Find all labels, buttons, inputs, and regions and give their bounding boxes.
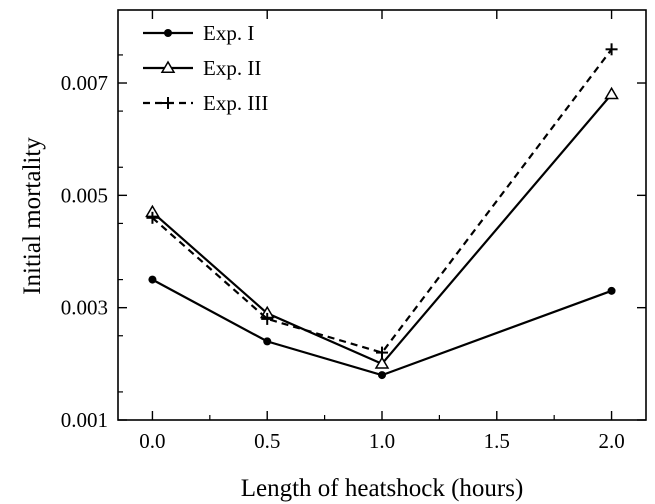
series-exp-i <box>148 275 616 380</box>
y-axis-title: Initial mortality <box>19 137 46 295</box>
data-point-plus <box>605 43 618 56</box>
data-point-plus <box>146 211 159 224</box>
data-point-triangle <box>374 356 390 369</box>
data-point-triangle <box>604 86 619 100</box>
data-point-circle <box>148 275 157 284</box>
series-line <box>151 48 613 354</box>
series-exp-iii <box>146 43 618 359</box>
axis-ticks <box>118 10 646 421</box>
data-point-plus <box>261 312 274 325</box>
x-tick-label: 1.0 <box>369 429 395 453</box>
series-exp-ii <box>145 86 619 369</box>
legend-label: Exp. III <box>203 91 268 115</box>
series-layer <box>145 43 619 380</box>
y-tick-labels: 0.001 0.003 0.005 0.007 <box>61 71 108 432</box>
data-point-circle <box>607 286 616 295</box>
data-point-circle <box>263 337 272 346</box>
data-point-circle <box>378 371 386 380</box>
data-point-triangle <box>160 60 176 73</box>
x-tick-labels: 0.0 0.5 1.0 1.5 2.0 <box>139 429 624 453</box>
y-tick-label: 0.001 <box>61 408 108 432</box>
y-tick-label: 0.007 <box>61 71 108 95</box>
x-tick-label: 0.0 <box>139 429 165 453</box>
x-tick-label: 1.5 <box>484 429 510 453</box>
legend-item: Exp. II <box>143 56 261 80</box>
data-point-circle <box>164 29 172 37</box>
legend: Exp. I Exp. II Exp. III <box>143 21 268 115</box>
x-axis-title: Length of heatshock (hours) <box>241 475 524 502</box>
x-tick-label: 2.0 <box>598 429 624 453</box>
legend-label: Exp. II <box>203 56 261 80</box>
x-tick-label: 0.5 <box>254 429 280 453</box>
data-point-plus <box>162 97 174 109</box>
y-tick-label: 0.005 <box>61 183 108 207</box>
series-line <box>151 93 613 366</box>
y-tick-label: 0.003 <box>61 296 108 320</box>
legend-item: Exp. I <box>143 21 254 45</box>
legend-item: Exp. III <box>143 91 268 115</box>
data-point-plus <box>376 346 388 359</box>
series-line <box>151 278 612 377</box>
legend-label: Exp. I <box>203 21 254 45</box>
